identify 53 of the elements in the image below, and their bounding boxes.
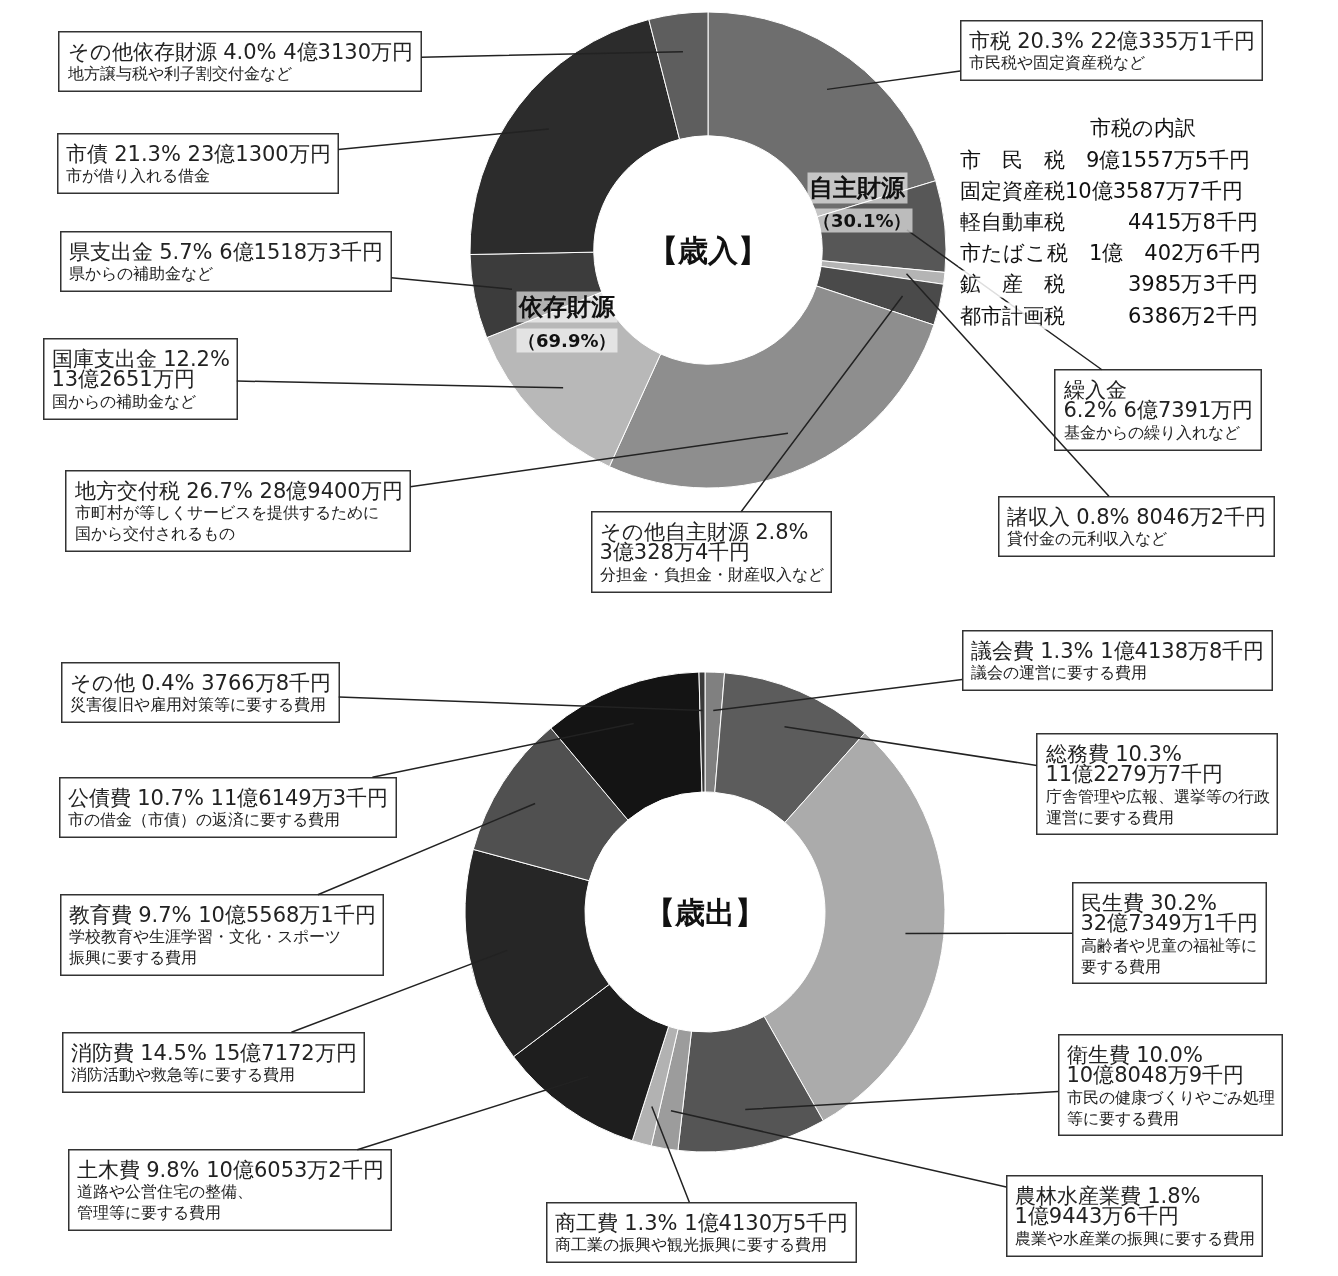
text: 市の借金（市債）の返済に要する費用 (67, 810, 340, 830)
slice-label: 民生費 30.2% 32億7349万1千円 (1080, 890, 1259, 936)
slice-label: 議会費 1.3% 1億4138万8千円 (970, 638, 1265, 663)
slice-label: 繰入金 (1062, 377, 1134, 402)
slice-label: 衛生費 10.0% 10億8048万9千円 (1066, 1042, 1245, 1088)
text: 国からの補助金など (51, 392, 196, 412)
slice-label: 地方交付税 26.7% 28億9400万円 (73, 478, 403, 503)
text: 軽自動車税 4415万8千円 (960, 210, 1258, 234)
text: 都市計画税 6386万2千円 (960, 304, 1258, 328)
text: 固定資産税10億3587万7千円 (960, 179, 1243, 203)
text: 消防活動や救急等に要する費用 (70, 1065, 295, 1085)
text: 市民税や固定資産税など (968, 53, 1145, 73)
text: 市民の健康づくりやごみ処理等に要する費用 (1066, 1088, 1275, 1128)
slice-label: 農林水産業費 1.8% 1億9443万6千円 (1014, 1183, 1201, 1229)
text: 市町村が等しくサービスを提供するために国から交付されるもの (74, 503, 379, 544)
text: 依存財源 (518, 293, 616, 321)
text: 基金からの繰り入れなど (1063, 423, 1240, 443)
text: （30.1%） (813, 210, 912, 231)
text: 地方譲与税や利子割交付金など (66, 64, 292, 84)
slice-label: その他自主財源 2.8% 3億328万4千円 (599, 519, 809, 565)
text: 市たばこ税 1億 402万6千円 (960, 241, 1261, 265)
text: 自主財源 (809, 174, 906, 202)
slice-label: その他 0.4% 3766万8千円 (69, 670, 332, 695)
text: 災害復旧や雇用対策等に要する費用 (69, 695, 326, 715)
text: （69.9%） (518, 330, 617, 351)
text: 農業や水産業の振興に要する費用 (1014, 1229, 1255, 1249)
text: 分担金・負担金・財産収入など (599, 565, 824, 585)
slice-label: 総務費 10.3% 11億2279万7千円 (1044, 741, 1224, 787)
slice-label: 商工費 1.3% 1億4130万5千円 (554, 1210, 849, 1235)
text: 市 民 税 9億1557万5千円 (960, 148, 1251, 172)
slice-label: その他依存財源 4.0% 4億3130万円 (67, 39, 414, 64)
text: 【歳入】 (648, 233, 768, 268)
text: 鉱 産 税 3985万3千円 (960, 272, 1258, 296)
slice-label: 市債 21.3% 23億1300万円 (65, 141, 331, 166)
slice-label: 諸収入 0.8% 8046万2千円 (1006, 504, 1267, 529)
slice-label: 消防費 14.5% 15億7172万円 (70, 1040, 357, 1065)
slice-label: 県支出金 5.7% 6億1518万3千円 (68, 239, 384, 264)
slice-label: 国庫支出金 12.2% 13億2651万円 (51, 346, 230, 392)
text: 道路や公営住宅の整備、管理等に要する費用 (76, 1182, 253, 1223)
text: 市が借り入れる借金 (65, 166, 210, 186)
text: 【歳出】 (645, 895, 765, 930)
slice-label: 市税 20.3% 22億335万1千円 (968, 28, 1255, 53)
text: 議会の運営に要する費用 (970, 663, 1147, 683)
text: 市税の内訳 (1090, 116, 1196, 140)
text: 商工業の振興や観光振興に要する費用 (554, 1235, 827, 1255)
text: 学校教育や生涯学習・文化・スポーツ振興に要する費用 (68, 927, 341, 968)
text: 庁舎管理や広報、選挙等の行政運営に要する費用 (1045, 787, 1270, 827)
slice-label: 土木費 9.8% 10億6053万2千円 (76, 1157, 384, 1182)
slice-label: 教育費 9.7% 10億5568万1千円 (68, 902, 376, 927)
text: 貸付金の元利収入など (1006, 529, 1167, 549)
slice-label: 公債費 10.7% 11億6149万3千円 (67, 785, 389, 810)
text: 高齢者や児童の福祉等に要する費用 (1080, 936, 1257, 976)
text: 県からの補助金など (68, 264, 213, 284)
